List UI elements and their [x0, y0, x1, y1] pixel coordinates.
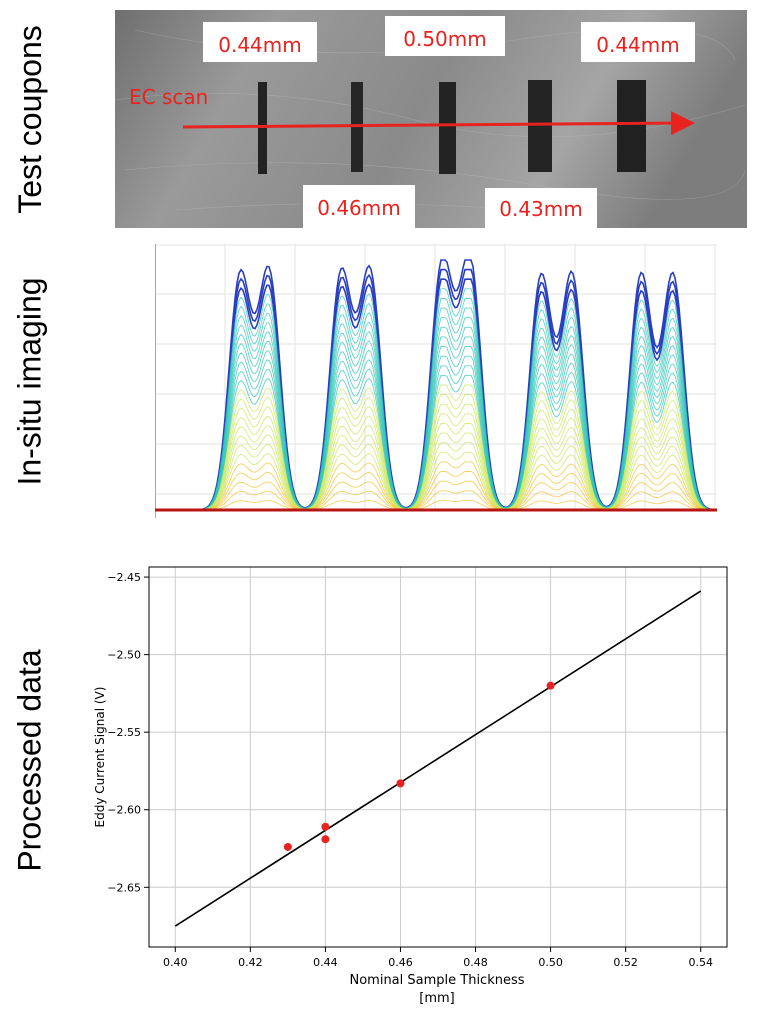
in-situ-imaging-plot [155, 244, 717, 518]
points-layer [283, 681, 555, 851]
coupon-3 [439, 82, 456, 174]
insitu-trace-10 [155, 413, 717, 511]
data-point [321, 835, 330, 844]
x-tick-label: 0.40 [163, 956, 188, 969]
grid [149, 567, 727, 947]
y-tick-label: −2.60 [107, 804, 141, 817]
insitu-trace-8 [155, 432, 717, 511]
test-coupons-photo: 0.44mm 0.50mm 0.44mm 0.46mm 0.43mm EC sc… [115, 10, 747, 228]
data-point [546, 681, 555, 690]
insitu-trace-4 [155, 471, 717, 511]
thickness-tag-4-box [303, 185, 415, 228]
thickness-tag-5-box [485, 188, 597, 228]
x-tick-label: 0.52 [613, 956, 638, 969]
insitu-trace-14 [155, 374, 717, 511]
processed-data-label: Processed data [11, 648, 48, 872]
x-tick-label: 0.50 [538, 956, 563, 969]
insitu-trace-15 [155, 365, 717, 511]
x-axis-label-line1: Nominal Sample Thickness [349, 973, 524, 988]
insitu-trace-9 [155, 423, 717, 511]
thickness-tag-3: 0.44mm [596, 33, 680, 57]
coupon-5 [617, 80, 646, 172]
test-coupons-label: Test coupons [11, 24, 48, 214]
in-situ-imaging-label: In-situ imaging [11, 276, 48, 486]
x-tick-label: 0.54 [688, 956, 713, 969]
insitu-trace-5 [155, 461, 717, 511]
insitu-trace-2 [155, 490, 717, 511]
fit-line-layer [174, 590, 702, 927]
x-tick-label: 0.42 [238, 956, 262, 969]
thickness-tag-5: 0.43mm [499, 197, 583, 221]
y-tick-label: −2.65 [107, 881, 141, 894]
insitu-trace-6 [155, 451, 717, 511]
y-axis-label: Eddy Current Signal (V) [93, 687, 107, 828]
ec-scan-label: EC scan [129, 85, 208, 109]
thickness-tag-1: 0.44mm [218, 33, 302, 57]
coupon-4 [528, 80, 552, 172]
insitu-trace-7 [155, 442, 717, 511]
plot-frame [148, 566, 728, 948]
insitu-trace-3 [155, 480, 717, 511]
thickness-tag-4: 0.46mm [317, 196, 401, 220]
data-point [396, 779, 405, 788]
processed-data-chart: 0.40 0.42 0.44 0.46 0.48 0.50 0.52 0.54 −2.65−2… [93, 566, 728, 1006]
y-tick-label: −2.55 [107, 726, 141, 739]
x-tick-label: 0.44 [313, 956, 338, 969]
x-tick-label: 0.46 [388, 956, 413, 969]
insitu-trace-13 [155, 384, 717, 511]
y-ticks: −2.65 −2.60 −2.55 −2.50 −2.45 [107, 571, 149, 894]
ec-scan-arrow [182, 111, 695, 136]
data-point [283, 842, 292, 851]
data-point [321, 822, 330, 831]
insitu-trace-11 [155, 403, 717, 511]
x-axis-label-line2: [mm] [419, 991, 454, 1006]
x-tick-label: 0.48 [463, 956, 488, 969]
x-ticks: 0.40 0.42 0.44 0.46 0.48 0.50 0.52 0.54 [163, 947, 713, 969]
insitu-trace-1 [155, 499, 717, 511]
thickness-tag-3-box [581, 22, 695, 62]
y-tick-label: −2.50 [107, 649, 141, 662]
thickness-tag-2: 0.50mm [403, 27, 487, 51]
thickness-tag-2-box [385, 16, 505, 56]
fit-line [174, 590, 702, 927]
y-tick-label: −2.45 [107, 571, 141, 584]
thickness-tag-1-box [203, 22, 317, 62]
coupon-1 [258, 82, 267, 174]
insitu-trace-12 [155, 394, 717, 511]
